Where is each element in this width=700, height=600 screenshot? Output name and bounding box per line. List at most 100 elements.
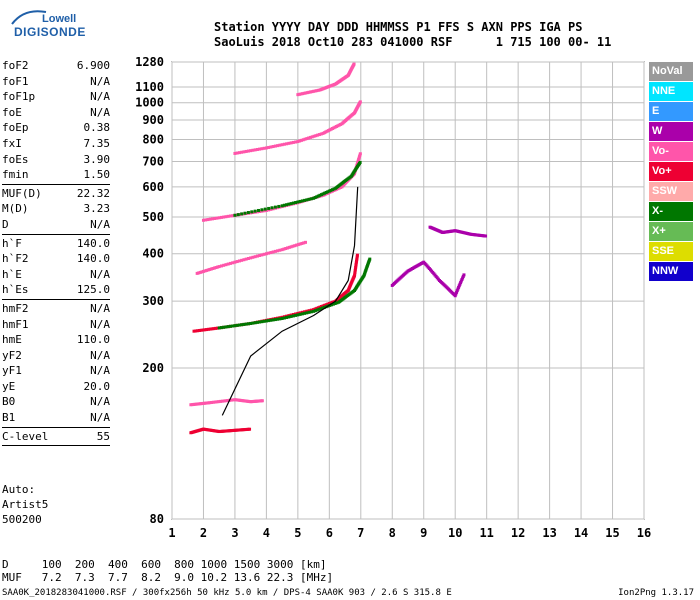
trace-point bbox=[233, 213, 237, 217]
param-name: yE bbox=[2, 379, 16, 393]
trace-point bbox=[233, 151, 237, 155]
file-info-footer: SAA0K_2018283041000.RSF / 300fx256h 50 k… bbox=[2, 588, 452, 598]
trace-point bbox=[298, 199, 302, 203]
trace-point bbox=[264, 319, 268, 323]
trace-point bbox=[253, 255, 257, 259]
param-value: 22.32 bbox=[76, 186, 110, 200]
y-tick-label: 200 bbox=[142, 361, 164, 375]
trace-point bbox=[318, 193, 322, 197]
trace-point bbox=[235, 323, 239, 327]
trace-point bbox=[269, 318, 273, 322]
trace-point bbox=[285, 142, 289, 146]
param-row-muf-d-: MUF(D) 22.32 bbox=[2, 186, 110, 202]
trace-point bbox=[296, 200, 300, 204]
param-value: 3.90 bbox=[83, 152, 111, 166]
trace-point bbox=[231, 214, 235, 218]
y-tick-label: 800 bbox=[142, 132, 164, 146]
trace-point bbox=[210, 217, 214, 221]
param-name: fmin bbox=[2, 168, 29, 182]
trace-point bbox=[282, 247, 286, 251]
trace-point bbox=[462, 273, 466, 277]
param-value: N/A bbox=[90, 74, 110, 88]
param-value: 6.900 bbox=[76, 59, 110, 72]
trace-point bbox=[356, 161, 360, 165]
legend-x: X- bbox=[649, 202, 693, 221]
param-value: 140.0 bbox=[76, 252, 110, 266]
trace-point bbox=[240, 258, 244, 262]
param-value: 3.23 bbox=[83, 202, 111, 216]
trace-point bbox=[213, 400, 217, 404]
trace-point bbox=[226, 399, 230, 403]
trace-point bbox=[244, 149, 248, 153]
trace-point bbox=[358, 160, 362, 164]
param-row-hmf2: hmF2 N/A bbox=[2, 301, 110, 317]
trace-point bbox=[319, 305, 323, 309]
y-tick-label: 1000 bbox=[135, 96, 164, 110]
auto-program: Artist5 bbox=[2, 498, 49, 511]
trace-point bbox=[267, 251, 271, 255]
trace-point bbox=[280, 204, 284, 208]
param-value: N/A bbox=[90, 217, 110, 231]
param-row-b0: B0 N/A bbox=[2, 394, 110, 410]
trace-point bbox=[251, 148, 255, 152]
trace-point bbox=[455, 290, 459, 294]
trace-point bbox=[291, 140, 295, 144]
trace-point bbox=[262, 146, 266, 150]
trace-point bbox=[255, 147, 259, 151]
x-tick-label: 15 bbox=[605, 526, 619, 540]
trace-point bbox=[255, 320, 259, 324]
trace-point bbox=[237, 323, 241, 327]
trace-point bbox=[333, 302, 337, 306]
trace-point bbox=[273, 318, 277, 322]
trace-point bbox=[287, 202, 291, 206]
param-row-h-f: h`F 140.0 bbox=[2, 236, 110, 252]
trace-point bbox=[226, 325, 230, 329]
param-name: h`E bbox=[2, 267, 22, 281]
param-row-h-es: h`Es 125.0 bbox=[2, 282, 110, 298]
x-tick-label: 8 bbox=[389, 526, 396, 540]
trace-point bbox=[278, 317, 282, 321]
trace-point bbox=[246, 256, 250, 260]
trace-point bbox=[233, 260, 237, 264]
trace-point bbox=[240, 150, 244, 154]
trace-point bbox=[303, 198, 307, 202]
x-tick-label: 4 bbox=[263, 526, 270, 540]
trace-point bbox=[264, 252, 268, 256]
trace-point bbox=[310, 135, 314, 139]
trace-point bbox=[271, 318, 275, 322]
profile-line bbox=[221, 186, 359, 416]
trace-point bbox=[258, 253, 262, 257]
trace-point bbox=[457, 285, 461, 289]
trace-point bbox=[228, 324, 232, 328]
trace-point bbox=[316, 306, 320, 310]
trace-point bbox=[319, 132, 323, 136]
legend-vo: Vo- bbox=[649, 142, 693, 161]
param-name: fxI bbox=[2, 136, 22, 150]
x-tick-label: 10 bbox=[448, 526, 462, 540]
trace-point bbox=[264, 146, 268, 150]
trace-point bbox=[222, 399, 226, 403]
trace-point bbox=[313, 89, 317, 93]
trace-point bbox=[273, 205, 277, 209]
trace-point bbox=[217, 400, 221, 404]
trace-point bbox=[267, 206, 271, 210]
param-name: MUF(D) bbox=[2, 186, 42, 200]
trace-point bbox=[220, 399, 224, 403]
trace-point bbox=[228, 261, 232, 265]
trace-point bbox=[355, 256, 359, 260]
trace-point bbox=[327, 302, 331, 306]
trace-point bbox=[326, 190, 330, 194]
trace-point bbox=[355, 259, 359, 263]
trace-point bbox=[303, 310, 307, 314]
trace-point bbox=[213, 216, 217, 220]
trace-point bbox=[312, 196, 316, 200]
trace-point bbox=[229, 398, 233, 402]
trace-point bbox=[304, 91, 308, 95]
trace-point bbox=[248, 427, 252, 431]
trace-point bbox=[269, 207, 273, 211]
param-row-yf1: yF1 N/A bbox=[2, 363, 110, 379]
param-name: foF1p bbox=[2, 90, 36, 104]
trace-point bbox=[317, 307, 321, 311]
y-tick-label: 400 bbox=[142, 247, 164, 261]
